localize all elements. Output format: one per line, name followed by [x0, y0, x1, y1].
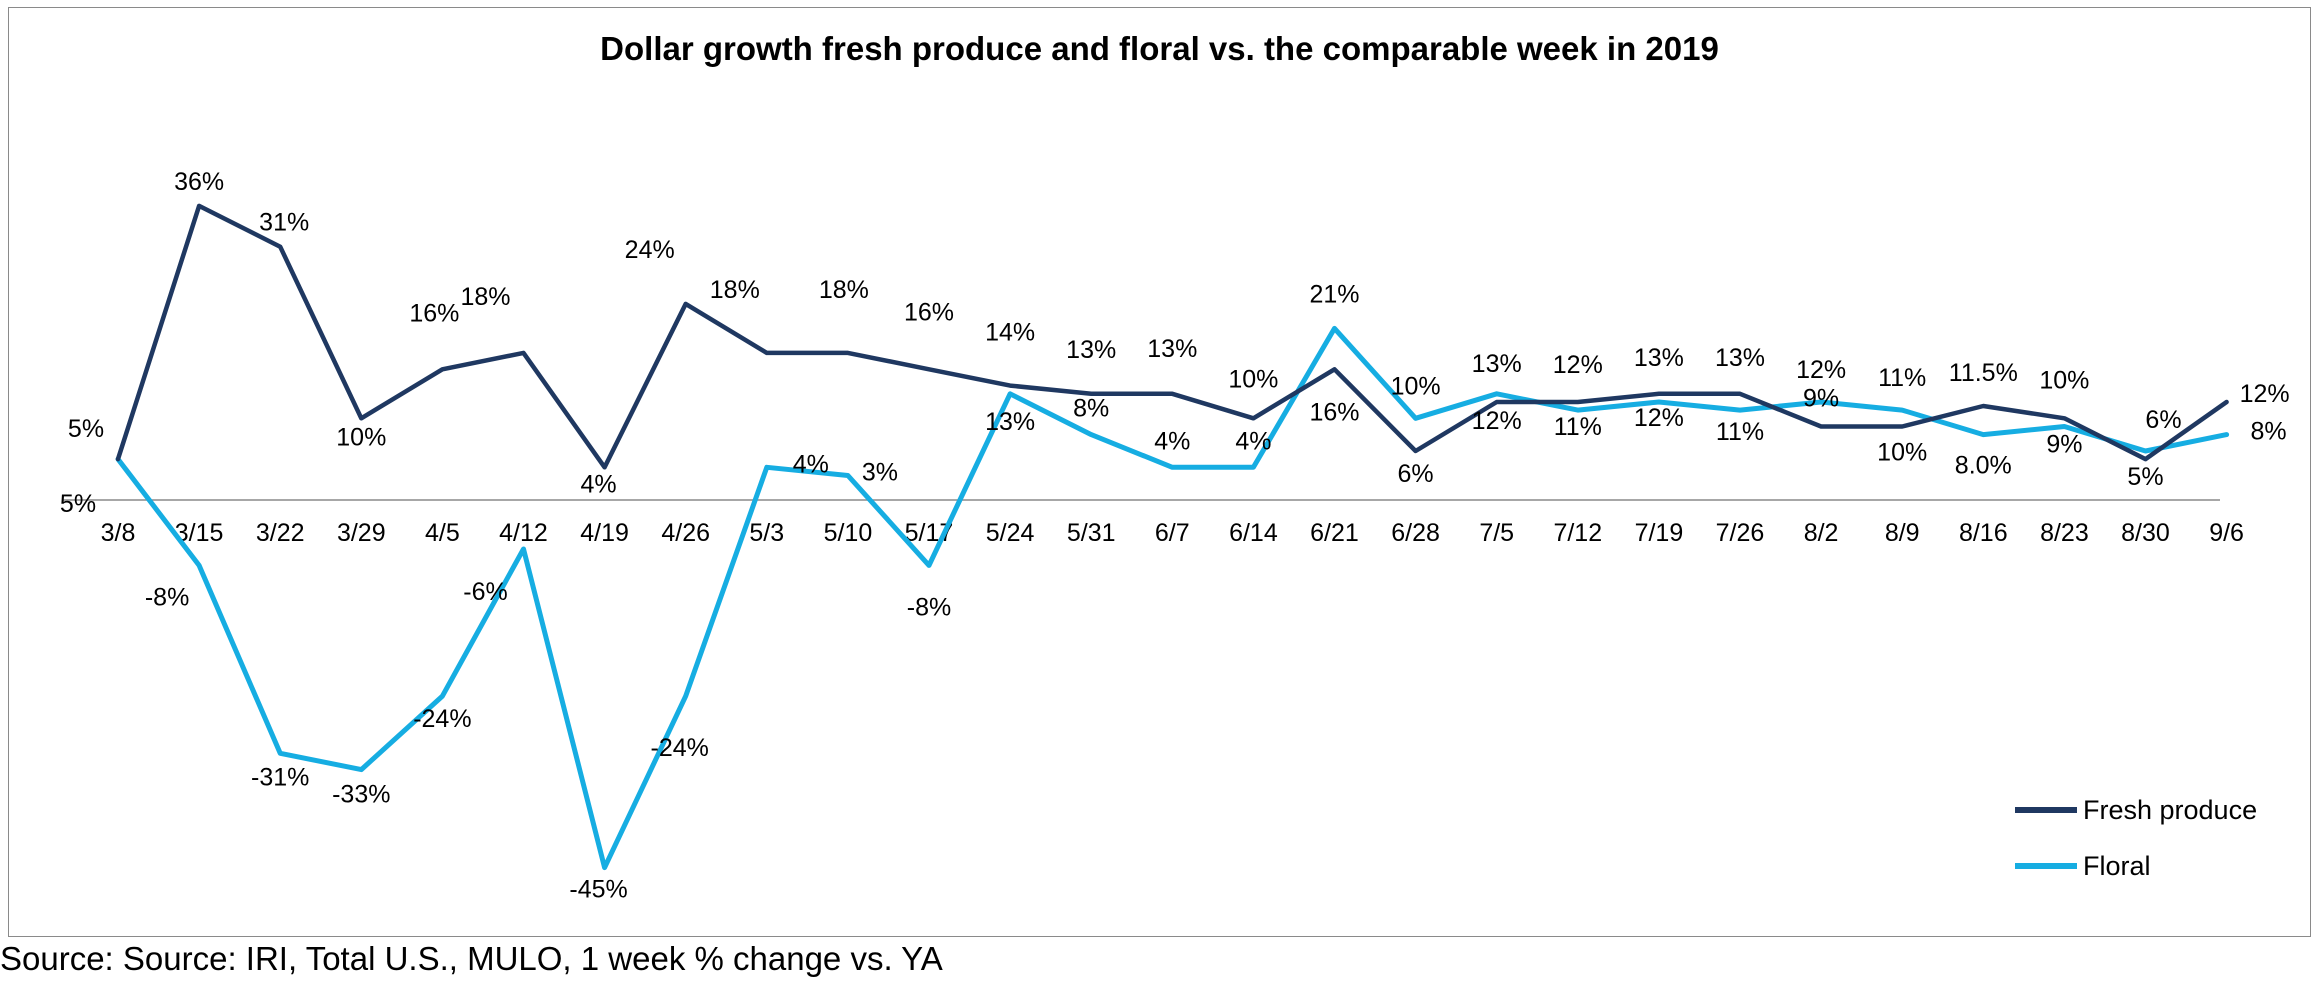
x-tick-label: 7/12: [1553, 519, 1602, 547]
fresh-produce-data-label: 18%: [710, 276, 760, 304]
fresh-produce-data-label: 11.5%: [1949, 359, 2018, 387]
floral-data-label: -24%: [413, 705, 471, 733]
fresh-produce-data-label: 4%: [581, 470, 617, 498]
floral-data-label: 5%: [60, 490, 96, 518]
floral-data-label: 10%: [1391, 372, 1441, 400]
x-tick-label: 5/31: [1067, 519, 1116, 547]
fresh-produce-data-label: 10%: [1228, 365, 1278, 393]
floral-data-label: 11%: [1716, 418, 1764, 446]
fresh-produce-line: [115, 203, 2229, 470]
chart-title: Dollar growth fresh produce and floral v…: [600, 30, 1719, 67]
x-tick-label: 6/21: [1310, 519, 1359, 547]
floral-data-label: 8%: [1073, 395, 1109, 423]
x-tick-label: 8/16: [1959, 519, 2008, 547]
x-tick-label: 8/30: [2121, 519, 2170, 547]
fresh-produce-data-label: 18%: [819, 276, 869, 304]
legend-item-fresh-produce[interactable]: Fresh produce: [2015, 782, 2257, 838]
floral-data-label: 13%: [1472, 350, 1522, 378]
fresh-produce-data-label: 10%: [336, 423, 386, 451]
x-tick-label: 3/22: [256, 519, 305, 547]
x-tick-label: 3/29: [337, 519, 386, 547]
fresh-produce-data-label: 16%: [904, 298, 954, 326]
floral-data-label: -8%: [145, 583, 189, 611]
fresh-produce-data-label: 36%: [174, 168, 224, 196]
floral-data-label: 4%: [1235, 427, 1271, 455]
floral-data-label: -45%: [569, 876, 627, 904]
legend: Fresh produce Floral: [2015, 782, 2257, 894]
fresh-produce-data-label: 12%: [2240, 380, 2290, 408]
floral-data-label: 3%: [862, 459, 898, 487]
x-tick-label: 4/5: [425, 519, 460, 547]
fresh-produce-data-label: 13%: [1147, 335, 1197, 363]
x-tick-label: 4/19: [580, 519, 629, 547]
floral-data-label: 12%: [1796, 356, 1846, 384]
fresh-produce-data-label: 12%: [1472, 407, 1522, 435]
floral-data-label: -33%: [332, 781, 390, 809]
fresh-produce-data-label: 13%: [1634, 344, 1684, 372]
legend-label-floral: Floral: [2083, 850, 2151, 881]
fresh-produce-data-label: 6%: [1398, 460, 1434, 488]
fresh-produce-data-label: 10%: [2039, 366, 2089, 394]
fresh-produce-data-label: 16%: [1309, 398, 1359, 426]
legend-item-floral[interactable]: Floral: [2015, 838, 2257, 894]
x-tick-label: 5/10: [824, 519, 873, 547]
source-note: Source: Source: IRI, Total U.S., MULO, 1…: [0, 940, 943, 977]
x-tick-label: 6/14: [1229, 519, 1278, 547]
floral-data-label: 21%: [1309, 280, 1359, 308]
fresh-produce-data-label: 16%: [409, 299, 459, 327]
floral-data-label: -6%: [463, 578, 507, 606]
floral-data-label: -8%: [907, 593, 951, 621]
x-tick-label: 7/19: [1635, 519, 1684, 547]
x-tick-label: 7/5: [1479, 519, 1514, 547]
x-tick-label: 6/7: [1155, 519, 1190, 547]
legend-swatch-floral: [2015, 863, 2077, 869]
fresh-produce-data-label: 14%: [985, 319, 1035, 347]
x-tick-label: 6/28: [1391, 519, 1440, 547]
x-tick-label: 8/23: [2040, 519, 2089, 547]
floral-data-label: 4%: [1154, 427, 1190, 455]
data-labels: 5%36%31%10%16%18%4%24%18% 18%16%14%13% 13%…: [60, 168, 2290, 904]
fresh-produce-data-label: 13%: [1066, 336, 1116, 364]
fresh-produce-data-label: 18%: [460, 283, 510, 311]
series-lines: [115, 203, 2230, 871]
floral-data-label: 4%: [793, 450, 829, 478]
x-tick-label: 5/3: [749, 519, 784, 547]
floral-data-label: 11%: [1554, 413, 1602, 441]
legend-label-fresh-produce: Fresh produce: [2083, 794, 2258, 825]
fresh-produce-data-label: 5%: [2127, 463, 2163, 491]
x-tick-label: 5/24: [986, 519, 1035, 547]
fresh-produce-data-label: 12%: [1553, 351, 1603, 379]
x-tick-label: 4/12: [499, 519, 548, 547]
fresh-produce-data-label: 10%: [1877, 439, 1927, 467]
floral-data-label: 9%: [2046, 431, 2082, 459]
x-tick-label: 4/26: [661, 519, 710, 547]
chart-frame: [8, 7, 2311, 937]
x-axis: 3/8 3/15 3/22 3/29 4/5 4/12 4/19 4/26 5/3 5/10 5/1…: [62, 499, 2244, 547]
floral-data-label: 8.0%: [1955, 452, 2012, 480]
x-tick-label: 8/2: [1804, 519, 1839, 547]
floral-data-label: 6%: [2145, 406, 2181, 434]
floral-data-label: 13%: [985, 408, 1035, 436]
x-tick-label: 8/9: [1885, 519, 1920, 547]
fresh-produce-data-label: 5%: [68, 415, 104, 443]
floral-data-label: 8%: [2251, 418, 2287, 446]
x-tick-label: 7/26: [1716, 519, 1765, 547]
fresh-produce-data-label: 31%: [259, 209, 309, 237]
legend-swatch-fresh-produce: [2015, 807, 2077, 813]
x-tick-label: 9/6: [2209, 519, 2244, 547]
x-tick-label: 3/8: [101, 519, 136, 547]
floral-data-label: -31%: [251, 763, 309, 791]
floral-line: [115, 325, 2230, 871]
fresh-produce-data-label: 9%: [1803, 385, 1839, 413]
floral-data-label: 12%: [1634, 404, 1684, 432]
fresh-produce-data-label: 13%: [1715, 344, 1765, 372]
floral-data-label: 11%: [1878, 364, 1926, 392]
floral-data-label: -24%: [651, 734, 709, 762]
fresh-produce-data-label: 24%: [625, 236, 675, 264]
